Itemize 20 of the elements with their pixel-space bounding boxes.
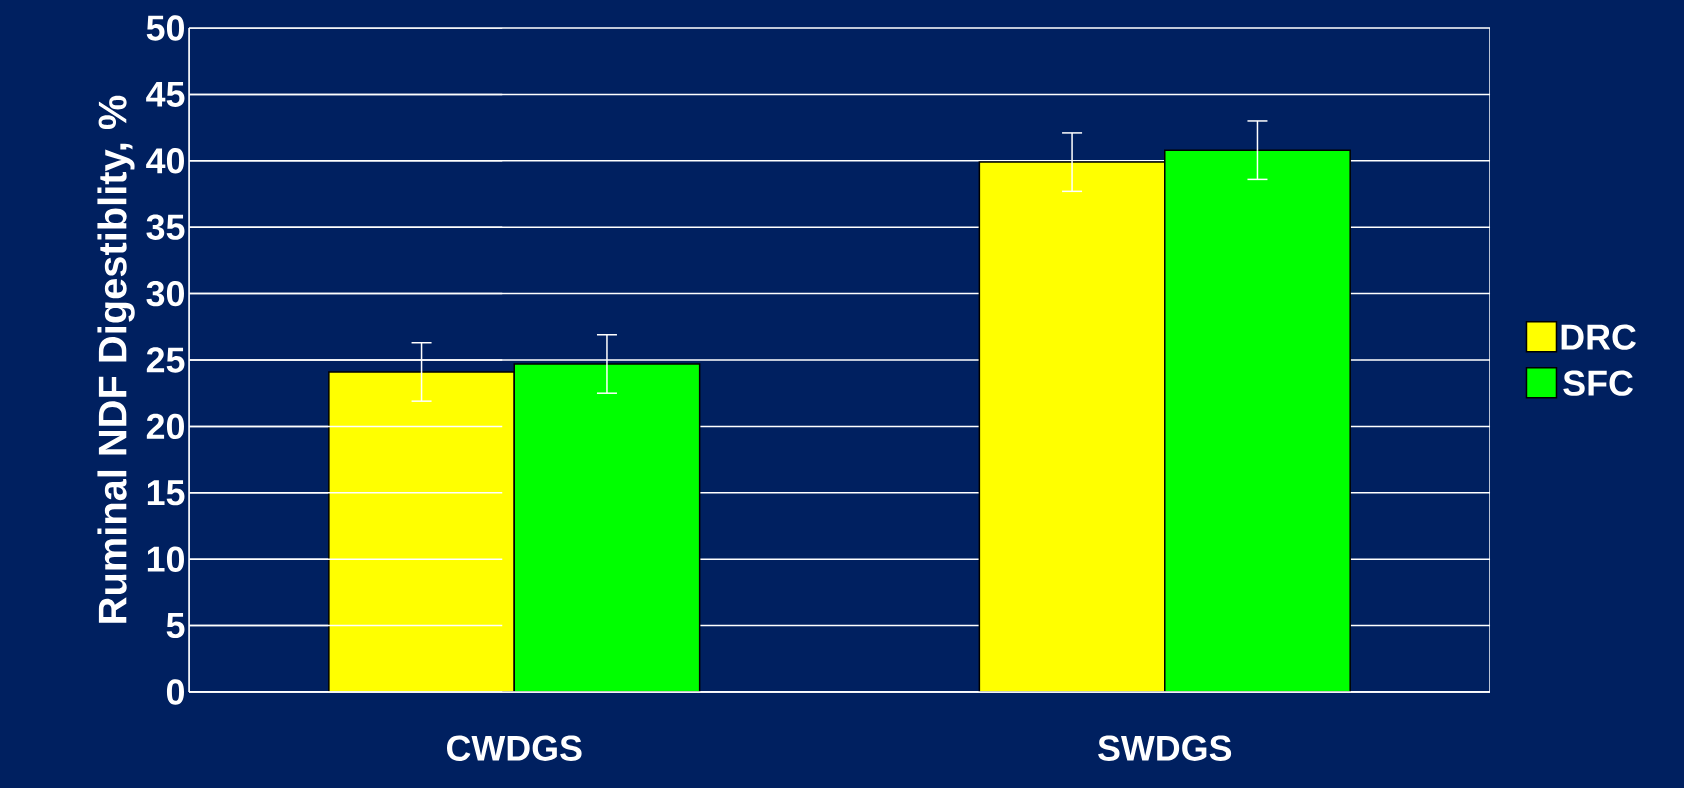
y-tick-label: 40 — [146, 148, 184, 174]
y-tick-label: 35 — [146, 214, 185, 240]
legend-label: SFC — [1563, 370, 1633, 396]
y-tick-label: 15 — [147, 480, 185, 506]
bar — [978, 161, 1166, 692]
y-tick-label: 10 — [147, 546, 184, 572]
bar — [328, 371, 515, 692]
y-tick-label: 50 — [146, 15, 184, 41]
x-tick-label: SWDGS — [1098, 735, 1232, 761]
bar — [513, 363, 701, 692]
y-tick-label: 45 — [146, 81, 185, 107]
y-tick-label: 20 — [146, 413, 184, 440]
x-tick-label: CWDGS — [446, 735, 582, 761]
y-tick-label: 0 — [166, 679, 184, 705]
bar — [1164, 149, 1351, 692]
legend-label: DRC — [1561, 324, 1636, 350]
y-axis-title: Ruminal NDF Digestiblity, % — [97, 95, 135, 623]
y-tick-label: 25 — [146, 347, 185, 373]
y-tick-label: 5 — [166, 613, 185, 639]
y-tick-label: 30 — [146, 280, 184, 307]
